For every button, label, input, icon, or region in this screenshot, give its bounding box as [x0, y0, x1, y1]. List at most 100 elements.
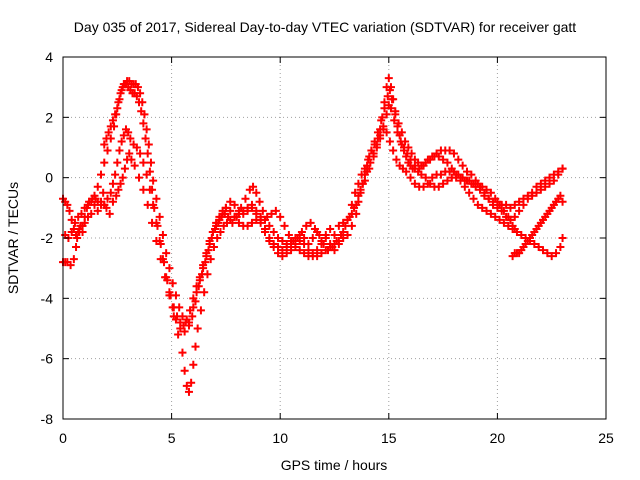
data-point: [118, 173, 127, 182]
data-point: [282, 249, 291, 258]
data-point: [158, 230, 167, 239]
data-point: [341, 221, 350, 230]
data-point: [326, 240, 335, 249]
data-point: [125, 149, 134, 158]
data-point: [549, 176, 558, 185]
data-point: [243, 221, 252, 230]
data-point: [402, 167, 411, 176]
data-point: [519, 194, 528, 203]
data-point: [174, 330, 183, 339]
data-point: [111, 170, 120, 179]
data-point: [135, 98, 144, 107]
data-point: [136, 149, 145, 158]
data-point: [306, 218, 315, 227]
y-tick-label: 0: [45, 170, 53, 186]
x-tick-label: 10: [272, 430, 288, 446]
data-point: [139, 158, 148, 167]
data-point: [486, 209, 495, 218]
data-point: [221, 203, 230, 212]
data-point: [385, 86, 394, 95]
data-point: [406, 173, 415, 182]
y-axis-label: SDTVAR / TECUs: [5, 182, 21, 294]
data-point: [302, 221, 311, 230]
data-point: [132, 143, 141, 152]
y-tick-label: 2: [45, 109, 53, 125]
data-point: [276, 212, 285, 221]
data-points-layer: [59, 74, 567, 396]
data-point: [263, 212, 272, 221]
data-point: [78, 221, 87, 230]
data-point: [93, 206, 102, 215]
data-point: [428, 173, 437, 182]
data-point: [504, 221, 513, 230]
data-point: [558, 234, 567, 242]
data-point: [249, 182, 258, 191]
data-point: [153, 221, 162, 230]
data-point: [508, 224, 517, 233]
data-point: [313, 246, 322, 255]
data-point: [184, 387, 193, 396]
data-point: [454, 155, 463, 164]
data-point: [401, 137, 410, 146]
data-point: [186, 306, 195, 315]
x-tick-label: 20: [490, 430, 506, 446]
data-point: [287, 246, 296, 255]
data-point: [469, 194, 478, 203]
data-point: [419, 182, 428, 191]
data-point: [168, 279, 177, 288]
data-point: [545, 179, 554, 188]
data-point: [295, 246, 304, 255]
data-point: [473, 200, 482, 209]
data-point: [152, 194, 161, 203]
data-point: [502, 200, 511, 209]
data-point: [339, 227, 348, 236]
data-point: [539, 246, 548, 255]
x-tick-label: 5: [168, 430, 176, 446]
data-point: [162, 249, 171, 258]
data-point: [230, 200, 239, 209]
data-point: [105, 209, 114, 218]
data-point: [465, 188, 474, 197]
data-point: [317, 249, 326, 258]
data-point: [370, 137, 379, 146]
data-point: [65, 206, 74, 215]
data-point: [104, 128, 113, 137]
data-point: [182, 315, 191, 324]
data-point: [178, 348, 187, 357]
data-point: [269, 227, 278, 236]
data-point: [216, 227, 225, 236]
data-point: [439, 179, 448, 188]
data-point: [226, 206, 235, 215]
data-point: [269, 243, 278, 252]
data-point: [67, 227, 76, 236]
data-point: [228, 218, 237, 227]
data-point: [556, 243, 565, 252]
data-point: [356, 185, 365, 194]
data-point: [284, 230, 293, 239]
data-point: [308, 252, 317, 261]
data-point: [99, 188, 108, 197]
y-tick-label: -2: [41, 230, 54, 246]
data-point: [156, 240, 165, 249]
data-point: [180, 327, 189, 336]
data-point: [536, 185, 545, 194]
data-point: [143, 149, 152, 158]
data-point: [447, 164, 456, 173]
data-point: [380, 104, 389, 113]
data-point: [274, 249, 283, 258]
data-point: [139, 119, 148, 128]
data-point: [112, 191, 121, 200]
data-point: [267, 209, 276, 218]
data-point: [382, 110, 391, 119]
data-point: [247, 218, 256, 227]
x-tick-label: 25: [598, 430, 614, 446]
data-point: [256, 218, 265, 227]
data-point: [206, 255, 215, 264]
data-point: [111, 110, 120, 119]
x-tick-label: 0: [59, 430, 67, 446]
data-point: [103, 146, 112, 155]
data-point: [103, 194, 112, 203]
data-point: [137, 107, 146, 116]
data-point: [383, 92, 392, 101]
